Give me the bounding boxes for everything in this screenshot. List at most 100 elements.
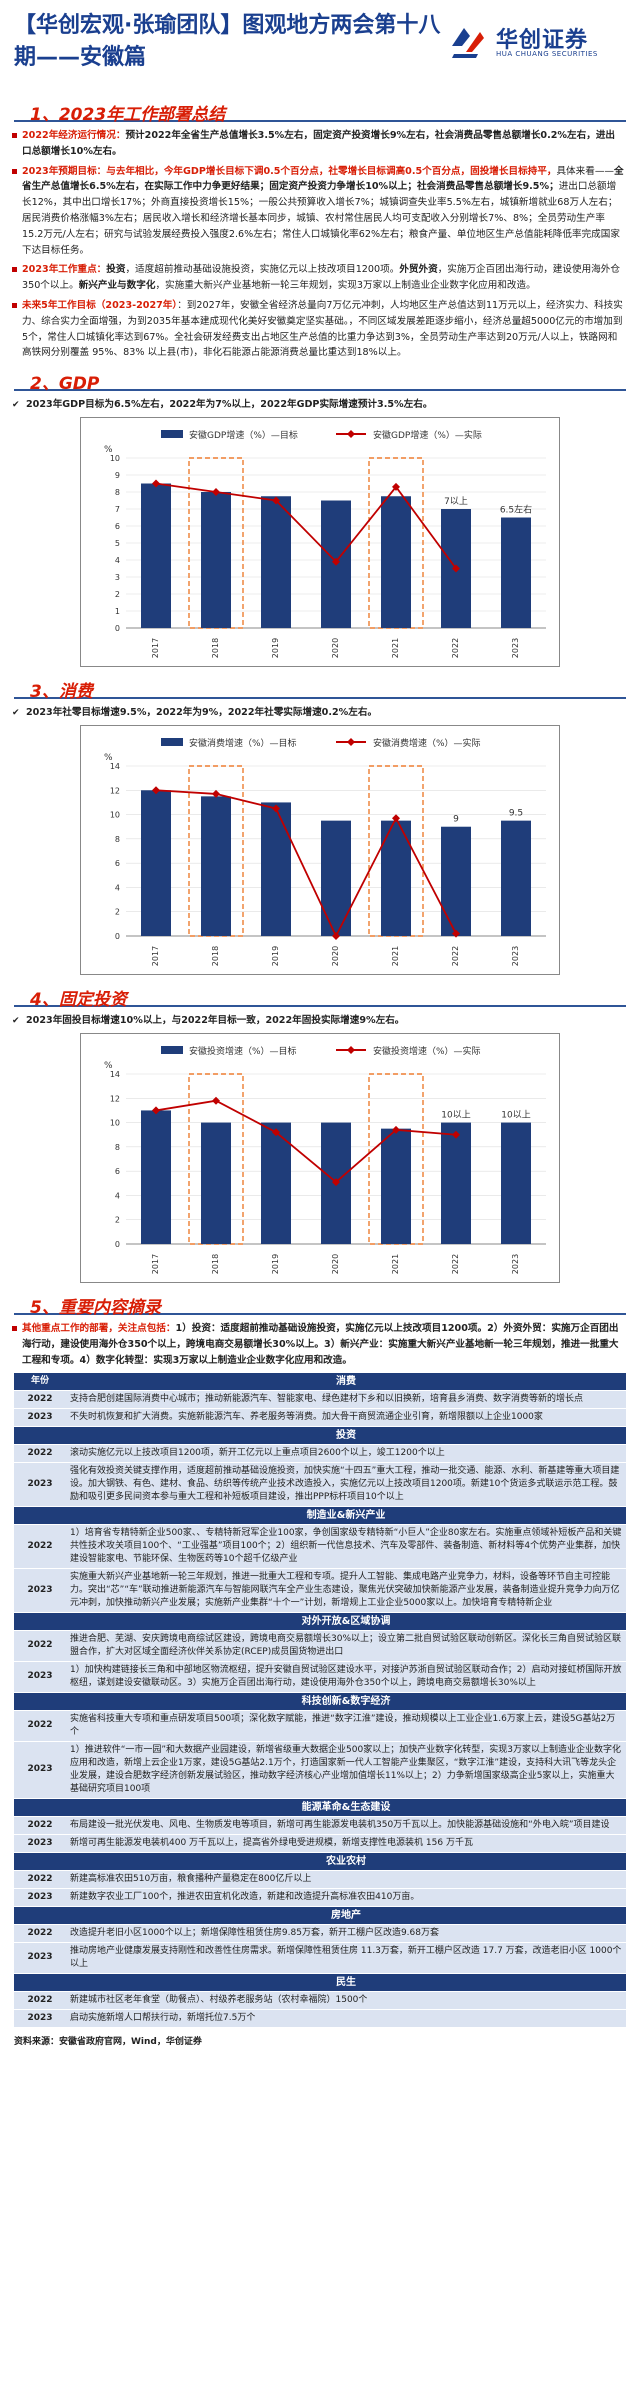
y-tick-label: 1 <box>115 607 120 616</box>
point-actual <box>152 1106 160 1115</box>
y-tick-label: 4 <box>115 884 120 893</box>
row-year: 2022 <box>14 1630 66 1662</box>
table-section-header: 年份 消费 <box>14 1372 626 1391</box>
row-content: 新建数字农业工厂100个，推进农田宜机化改造，新建和改造提升高标准农田410万亩… <box>66 1888 626 1907</box>
table-row: 2022 支持合肥创建国际消费中心城市；推动新能源汽车、智能家电、绿色建材下乡和以… <box>14 1390 626 1409</box>
bar-target <box>321 820 351 937</box>
bar-target <box>381 1128 411 1245</box>
row-content: 滚动实施亿元以上技改项目1200项，新开工亿元以上重点项目2600个以上，竣工1… <box>66 1444 626 1463</box>
bullet-bold: 全省生产总值增长6.5%左右，在实际工作中力争更好结果；固定资产投资力争增长10… <box>22 165 624 193</box>
row-year: 2022 <box>14 1710 66 1742</box>
x-tick-label: 2017 <box>151 946 160 966</box>
bullet-label: 2023年工作重点： <box>22 264 107 276</box>
category-header: 能源革命&生态建设 <box>66 1798 626 1817</box>
y-axis-unit: % <box>104 753 113 763</box>
y-tick-label: 10 <box>110 811 120 820</box>
year-header: 年份 <box>14 1372 66 1391</box>
row-year: 2022 <box>14 1444 66 1463</box>
bar-target <box>261 496 291 629</box>
bar-target <box>141 1110 171 1245</box>
table-row: 2023 实施重大新兴产业基地新一轮三年规划，推进一批重大工程和专项。提升人工智能… <box>14 1568 626 1613</box>
table-section-header: 科技创新&数字经济 <box>14 1692 626 1711</box>
point-actual <box>152 786 160 795</box>
row-content: 推进合肥、芜湖、安庆跨境电商综试区建设，跨境电商交易额增长30%以上；设立第二批… <box>66 1630 626 1662</box>
y-tick-label: 14 <box>110 762 120 771</box>
y-tick-label: 0 <box>115 624 120 633</box>
line-actual <box>155 482 457 570</box>
category-header: 民生 <box>66 1973 626 1992</box>
section-2-title: 2、GDP <box>14 365 626 394</box>
point-actual <box>452 564 460 573</box>
point-actual <box>272 496 280 505</box>
point-actual <box>332 557 340 566</box>
y-tick-label: 4 <box>115 1192 120 1201</box>
y-axis-unit: % <box>104 1061 113 1071</box>
y-axis-unit: % <box>104 445 113 455</box>
y-tick-label: 6 <box>115 522 120 531</box>
table-section-header: 民生 <box>14 1973 626 1992</box>
x-tick-label: 2021 <box>391 1254 400 1274</box>
legend-label-target: 安徽投资增速（%）—目标 <box>189 1045 297 1057</box>
table-row: 2022 新建高标准农田510万亩，粮食播种产量稳定在800亿斤以上 <box>14 1870 626 1889</box>
category-header: 房地产 <box>66 1906 626 1925</box>
row-year: 2023 <box>14 1568 66 1613</box>
point-actual <box>392 814 400 823</box>
table-row: 2022 实施省科技重大专项和重点研发项目500项；深化数字赋能，推进“数字江淮”… <box>14 1710 626 1742</box>
legend-swatch-target <box>161 1046 183 1055</box>
x-tick-label: 2021 <box>391 638 400 658</box>
point-actual <box>212 488 220 497</box>
row-year: 2023 <box>14 1888 66 1907</box>
bullet-label: 2023年预期目标： <box>22 165 107 177</box>
bullet-label: 未来5年工作目标（2023-2027年） <box>22 299 178 311</box>
category-header: 投资 <box>66 1426 626 1445</box>
table-row: 2022 推进合肥、芜湖、安庆跨境电商综试区建设，跨境电商交易额增长30%以上；设… <box>14 1630 626 1662</box>
x-tick-label: 2020 <box>331 946 340 966</box>
row-content: 1）推进软件“一市一园”和大数据产业园建设，新增省级重大数据企业500家以上；加… <box>66 1741 626 1799</box>
source-note: 资料来源：安徽省政府官网，Wind，华创证券 <box>14 2036 202 2047</box>
x-tick-label: 2019 <box>271 946 280 966</box>
table-row: 2023 启动实施新增人口帮扶行动，新增托位7.5万个 <box>14 2009 626 2028</box>
bar-target <box>441 826 471 937</box>
category-header: 制造业&新兴产业 <box>66 1506 626 1525</box>
bar-target <box>261 1122 291 1245</box>
x-tick-label: 2022 <box>451 1254 460 1274</box>
x-tick-label: 2020 <box>331 638 340 658</box>
focus-digital: 新兴产业与数字化 <box>78 280 156 292</box>
data-label: 7以上 <box>444 496 468 507</box>
x-tick-label: 2019 <box>271 638 280 658</box>
point-actual <box>272 804 280 813</box>
table-row: 2023 新建数字农业工厂100个，推进农田宜机化改造，新建和改造提升高标准农田4… <box>14 1888 626 1907</box>
x-tick-label: 2019 <box>271 1254 280 1274</box>
focus-investment-text: ，适度超前推动基础设施投资，实施亿元以上技改项目1200项。 <box>125 264 400 276</box>
point-actual <box>212 1096 220 1105</box>
bar-target <box>201 796 231 937</box>
table-row: 2022 布局建设一批光伏发电、风电、生物质发电等项目，新增可再生能源发电装机35… <box>14 1816 626 1835</box>
line-actual <box>155 789 457 939</box>
other-priorities: 其他重点工作的部署，关注点包括：1）投资：适度超前推动基础设施投资，实施亿元以上… <box>0 1321 640 1368</box>
y-tick-label: 12 <box>110 786 120 795</box>
data-label: 9.5 <box>509 809 523 819</box>
year-header <box>14 1798 66 1817</box>
investment-chart: 安徽投资增速（%）—目标 安徽投资增速（%）—实际% 0 2 4 6 8 10 12 14 2017… <box>80 1033 560 1284</box>
data-label: 9 <box>453 815 459 825</box>
bullet-text: 预计2022年全省生产总值增长3.5%左右，固定资产投资增长9%左右，社会消费品… <box>22 130 616 157</box>
table-row: 2022 1）培育省专精特新企业500家、、专精特新冠军企业100家，争创国家级专… <box>14 1524 626 1569</box>
bullet-highlight: 与去年相比，今年GDP增长目标下调0.5个百分点，社零增长目标调高0.5个百分点… <box>106 165 557 177</box>
point-actual <box>212 790 220 799</box>
point-actual <box>452 1130 460 1139</box>
x-tick-label: 2022 <box>451 946 460 966</box>
year-header <box>14 1692 66 1711</box>
table-section-header: 房地产 <box>14 1906 626 1925</box>
bar-target <box>141 483 171 629</box>
row-content: 1）培育省专精特新企业500家、、专精特新冠军企业100家，争创国家级专精特新“… <box>66 1524 626 1569</box>
row-year: 2023 <box>14 1462 66 1507</box>
focus-trade-text: ，实施万企百团出海行动，建设使用海外仓350个以上。 <box>22 264 620 292</box>
legend-swatch-target <box>161 430 183 439</box>
table-row: 2022 改造提升老旧小区1000个以上；新增保障性租赁住房9.85万套，新开工棚… <box>14 1924 626 1943</box>
bullet-text: ：到2027年，安徽全省经济总量向7万亿元冲刺，人均地区生产总值达到11万元以上… <box>22 299 623 359</box>
x-tick-label: 2018 <box>211 946 220 966</box>
legend-label-target: 安徽消费增速（%）—目标 <box>189 737 297 749</box>
y-tick-label: 0 <box>115 932 120 941</box>
bar-target <box>501 820 531 937</box>
data-label: 10以上 <box>441 1110 470 1121</box>
